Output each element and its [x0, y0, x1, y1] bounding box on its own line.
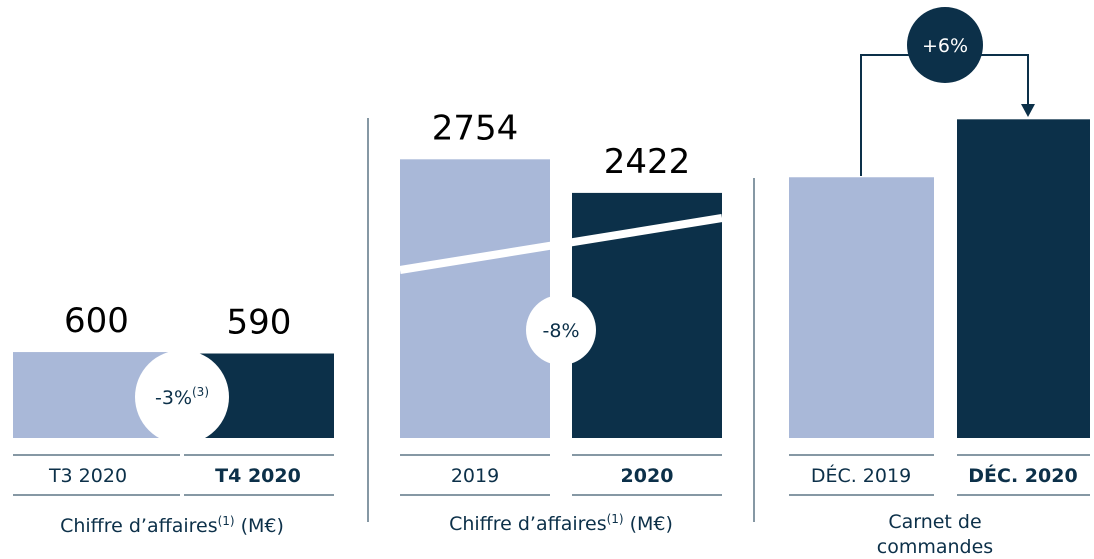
change-bubble [526, 295, 596, 365]
trend-line [399, 214, 723, 274]
change-bubble [135, 350, 229, 444]
bar [400, 159, 550, 438]
value-label: 2422 [604, 142, 691, 182]
category-label: 2020 [621, 465, 674, 487]
bar [789, 177, 934, 438]
value-label: 600 [64, 301, 129, 341]
bar [957, 119, 1090, 439]
change-label: -8% [543, 320, 580, 342]
axis-note: (1) [607, 512, 624, 526]
axis-unit: (M€) [241, 515, 284, 537]
axis-text: Chiffre d’affaires [60, 515, 218, 537]
axis-unit: (M€) [630, 513, 673, 535]
category-label: 2019 [451, 465, 499, 487]
value-label: 590 [227, 303, 292, 343]
axis-text: Chiffre d’affaires [449, 513, 607, 535]
change-label: +6% [922, 35, 968, 57]
change-text: -3% [155, 387, 192, 409]
category-label: T3 2020 [48, 465, 127, 487]
category-label: DÉC. 2020 [968, 464, 1077, 487]
arrow-head [1021, 104, 1035, 117]
axis-note: (1) [218, 514, 235, 528]
axis-label: Chiffre d’affaires(1) (M€) [60, 514, 284, 537]
change-label: -3%(3) [155, 385, 209, 409]
axis-label: Carnet de [888, 511, 981, 533]
category-label: T4 2020 [215, 465, 301, 487]
axis-label: Chiffre d’affaires(1) (M€) [449, 512, 673, 535]
axis-label: commandes [877, 536, 993, 558]
value-label: 2754 [432, 108, 519, 148]
change-bubble [907, 7, 983, 83]
category-label: DÉC. 2019 [811, 464, 911, 487]
change-note: (3) [192, 385, 209, 399]
